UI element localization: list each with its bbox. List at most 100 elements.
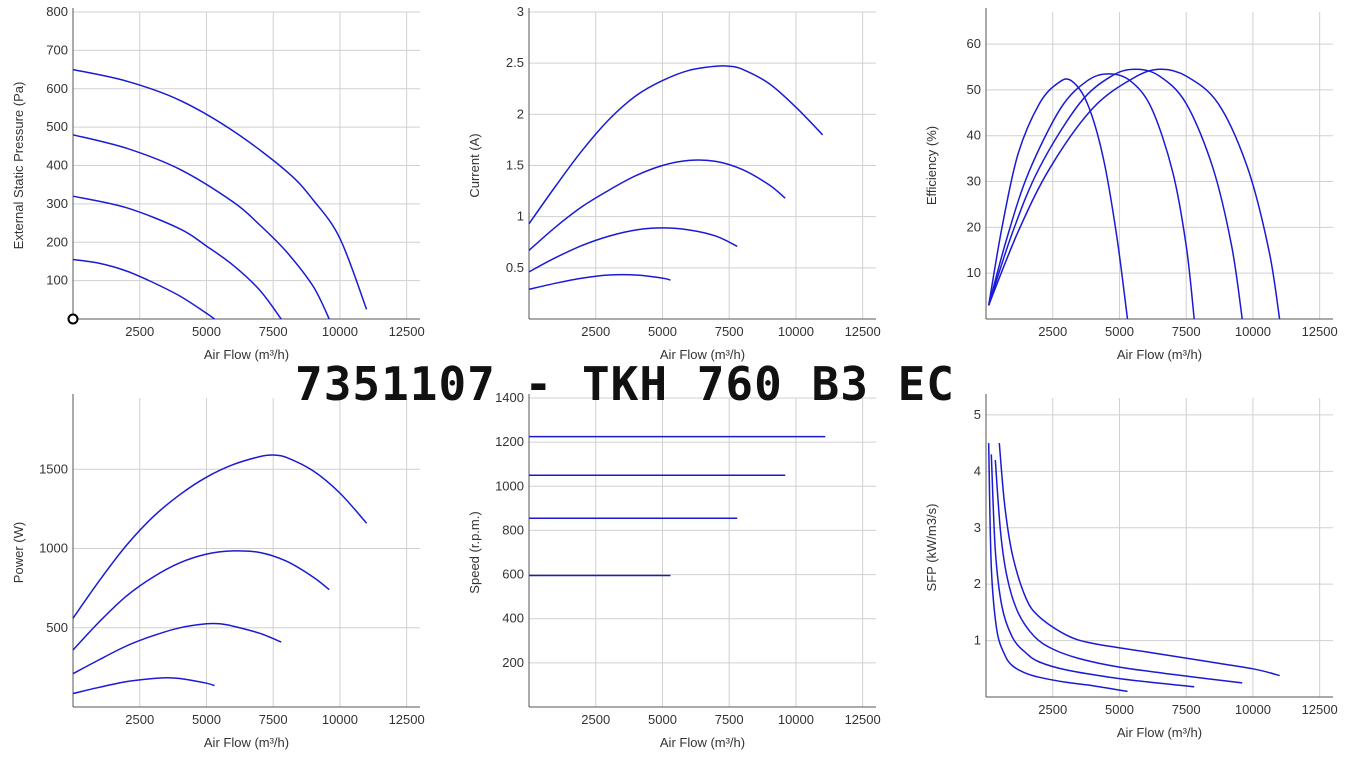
- chart-3: 2500 5000 7500 10000 12500 500 1000 1500 Air Flo…: [11, 394, 425, 750]
- series-line-2: [994, 460, 1243, 684]
- x-tick-label: 5000: [648, 712, 677, 727]
- y-tick-label: 300: [46, 196, 68, 211]
- series-line-1: [990, 454, 1195, 688]
- series-line-3: [72, 68, 368, 310]
- x-tick-label: 10000: [1235, 324, 1271, 339]
- x-tick-label: 5000: [1105, 324, 1134, 339]
- y-tick-label: 700: [46, 42, 68, 57]
- y-tick-label: 1200: [495, 434, 524, 449]
- y-tick-label: 1000: [39, 541, 68, 556]
- y-tick-label: 400: [46, 158, 68, 173]
- y-tick-label: 800: [502, 522, 524, 537]
- y-tick-label: 600: [46, 81, 68, 96]
- series-line-0: [528, 273, 671, 291]
- x-tick-label: 7500: [259, 324, 288, 339]
- y-axis-label: Speed (r.p.m.): [467, 511, 482, 593]
- series-line-2: [72, 550, 330, 651]
- x-tick-label: 7500: [715, 324, 744, 339]
- y-tick-label: 1.5: [506, 158, 524, 173]
- y-tick-label: 50: [967, 82, 981, 97]
- y-tick-label: 200: [502, 655, 524, 670]
- y-tick-label: 5: [974, 407, 981, 422]
- x-tick-label: 2500: [1038, 324, 1067, 339]
- x-axis-label: Air Flow (m³/h): [204, 735, 289, 750]
- y-tick-label: 1400: [495, 390, 524, 405]
- chart-2: 2500 5000 7500 10000 12500 10 20 30 40 50 60 Air Fl…: [924, 8, 1338, 362]
- y-tick-label: 2: [974, 576, 981, 591]
- y-tick-label: 400: [502, 611, 524, 626]
- x-tick-label: 7500: [1172, 702, 1201, 717]
- y-tick-label: 800: [46, 4, 68, 19]
- x-tick-label: 2500: [581, 324, 610, 339]
- series-line-0: [72, 676, 215, 695]
- x-tick-label: 7500: [259, 712, 288, 727]
- y-axis-label: Efficiency (%): [924, 126, 939, 205]
- x-tick-label: 2500: [125, 712, 154, 727]
- y-tick-label: 10: [967, 265, 981, 280]
- x-tick-label: 12500: [389, 712, 425, 727]
- chart-4: 2500 5000 7500 10000 12500 200 400 600 800 1000 12…: [467, 390, 881, 750]
- y-tick-label: 4: [974, 463, 981, 478]
- series-line-3: [998, 443, 1280, 677]
- chart-0: 2500 5000 7500 10000 12500 100 200 300 400 500 600…: [11, 4, 425, 362]
- y-tick-label: 100: [46, 273, 68, 288]
- x-tick-label: 10000: [1235, 702, 1271, 717]
- x-tick-label: 5000: [1105, 702, 1134, 717]
- y-axis-label: Power (W): [11, 522, 26, 583]
- x-tick-label: 2500: [125, 324, 154, 339]
- x-tick-label: 12500: [1302, 324, 1338, 339]
- chart-1: 2500 5000 7500 10000 12500 0.5 1 1.5 2 2.5 3 Air Fl…: [467, 4, 881, 362]
- x-tick-label: 10000: [322, 712, 358, 727]
- x-tick-label: 12500: [389, 324, 425, 339]
- y-tick-label: 2.5: [506, 55, 524, 70]
- y-tick-label: 2: [517, 106, 524, 121]
- x-tick-label: 2500: [1038, 702, 1067, 717]
- y-tick-label: 0.5: [506, 260, 524, 275]
- chart-5: 2500 5000 7500 10000 12500 1 2 3 4 5 Air Flow (m³/…: [924, 394, 1338, 740]
- y-axis-label: External Static Pressure (Pa): [11, 82, 26, 250]
- x-tick-label: 10000: [778, 712, 814, 727]
- series-line-2: [528, 159, 786, 251]
- y-tick-label: 500: [46, 620, 68, 635]
- y-tick-label: 30: [967, 174, 981, 189]
- x-axis-label: Air Flow (m³/h): [1117, 347, 1202, 362]
- y-tick-label: 60: [967, 36, 981, 51]
- y-tick-label: 500: [46, 119, 68, 134]
- series-line-1: [72, 195, 282, 320]
- y-tick-label: 20: [967, 219, 981, 234]
- series-line-1: [528, 227, 738, 273]
- y-axis-label: Current (A): [467, 133, 482, 197]
- x-tick-label: 10000: [778, 324, 814, 339]
- y-tick-label: 1000: [495, 478, 524, 493]
- series-line-3: [988, 68, 1281, 320]
- x-axis-label: Air Flow (m³/h): [660, 735, 745, 750]
- x-tick-label: 7500: [715, 712, 744, 727]
- y-tick-label: 40: [967, 128, 981, 143]
- y-tick-label: 600: [502, 567, 524, 582]
- page-title: 7351107 - TKH 760 B3 EC: [295, 357, 955, 411]
- y-tick-label: 200: [46, 234, 68, 249]
- x-tick-label: 5000: [192, 712, 221, 727]
- series-line-0: [72, 258, 215, 320]
- x-tick-label: 5000: [192, 324, 221, 339]
- x-axis-label: Air Flow (m³/h): [660, 347, 745, 362]
- x-tick-label: 12500: [1302, 702, 1338, 717]
- series-line-0: [987, 443, 1128, 693]
- series-line-1: [987, 73, 1195, 320]
- x-tick-label: 5000: [648, 324, 677, 339]
- y-tick-label: 3: [517, 4, 524, 19]
- series-line-2: [72, 134, 330, 320]
- x-tick-label: 10000: [322, 324, 358, 339]
- series-line-0: [987, 78, 1129, 320]
- series-line-3: [72, 454, 368, 619]
- y-axis-label: SFP (kW/m3/s): [924, 504, 939, 592]
- x-tick-label: 7500: [1172, 324, 1201, 339]
- y-tick-label: 1: [974, 633, 981, 648]
- x-axis-label: Air Flow (m³/h): [1117, 725, 1202, 740]
- series-line-2: [987, 68, 1243, 320]
- operating-point-marker: [67, 313, 79, 325]
- series-line-3: [528, 65, 824, 225]
- x-tick-label: 2500: [581, 712, 610, 727]
- y-tick-label: 1: [517, 209, 524, 224]
